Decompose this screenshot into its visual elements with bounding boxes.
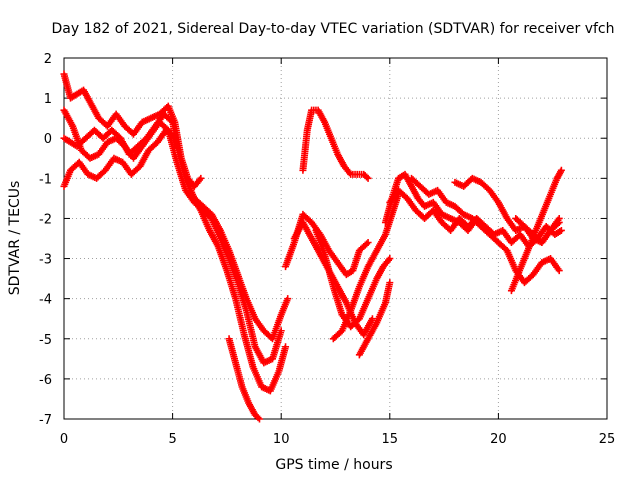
data-point bbox=[368, 315, 376, 323]
plot-frame bbox=[63, 57, 608, 420]
data-point bbox=[364, 239, 372, 247]
chart-title: Day 182 of 2021, Sidereal Day-to-day VTE… bbox=[51, 21, 614, 37]
data-point bbox=[255, 415, 263, 423]
y-tick-label: -6 bbox=[39, 373, 52, 388]
series-satellite-track-17 bbox=[512, 214, 563, 247]
x-axis-ticks: 0 5 10 15 20 25 bbox=[60, 58, 615, 447]
data-marks bbox=[60, 70, 565, 423]
x-tick-label: 5 bbox=[168, 432, 176, 447]
series-satellite-track-3 bbox=[60, 106, 285, 367]
data-point bbox=[555, 218, 563, 226]
data-point bbox=[555, 267, 563, 275]
y-axis-ticks: -7 -6 -5 -4 -3 -2 -1 0 1 2 bbox=[39, 52, 607, 428]
data-point bbox=[277, 327, 285, 335]
data-point bbox=[363, 173, 371, 181]
y-tick-label: -5 bbox=[39, 333, 52, 348]
y-axis-label: SDTVAR / TECUs bbox=[7, 181, 23, 296]
series-satellite-track-14 bbox=[408, 174, 563, 287]
x-tick-label: 20 bbox=[490, 432, 507, 447]
data-point bbox=[254, 414, 262, 422]
series-satellite-track-4 bbox=[60, 126, 290, 395]
y-tick-label: 1 bbox=[44, 92, 52, 107]
x-tick-label: 15 bbox=[382, 432, 399, 447]
series-satellite-track-5 bbox=[225, 335, 263, 423]
y-tick-label: 2 bbox=[44, 52, 52, 67]
y-tick-label: -7 bbox=[39, 413, 52, 428]
series-satellite-track-11 bbox=[355, 279, 394, 359]
series-satellite-track-16 bbox=[507, 166, 565, 295]
x-axis-label: GPS time / hours bbox=[275, 457, 392, 473]
y-tick-label: -1 bbox=[39, 172, 52, 187]
data-point bbox=[284, 295, 292, 303]
data-point bbox=[386, 255, 394, 263]
x-tick-label: 10 bbox=[273, 432, 290, 447]
data-point bbox=[363, 240, 371, 248]
data-point bbox=[554, 220, 562, 228]
x-tick-label: 0 bbox=[60, 432, 68, 447]
data-point bbox=[557, 226, 565, 234]
y-tick-label: -3 bbox=[39, 253, 52, 268]
data-point bbox=[364, 174, 372, 182]
data-point bbox=[197, 174, 205, 182]
y-tick-label: -2 bbox=[39, 212, 52, 227]
data-point bbox=[557, 166, 565, 174]
data-point bbox=[282, 343, 290, 351]
y-tick-label: 0 bbox=[44, 132, 52, 147]
data-point bbox=[386, 279, 394, 287]
x-tick-label: 25 bbox=[599, 432, 616, 447]
y-tick-label: -4 bbox=[39, 293, 52, 308]
series-satellite-track-8 bbox=[299, 106, 372, 182]
